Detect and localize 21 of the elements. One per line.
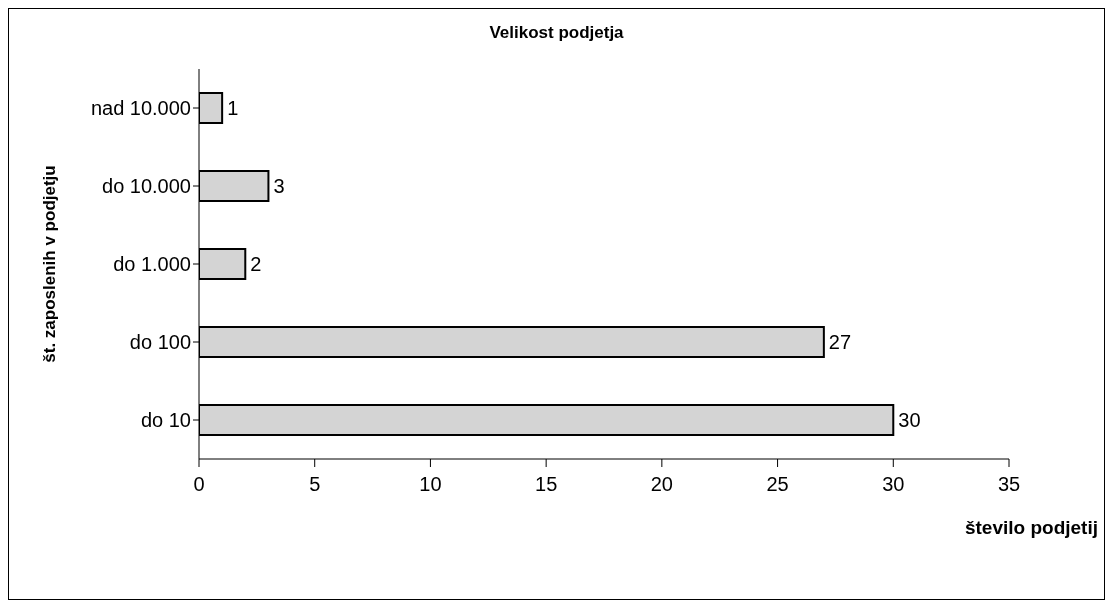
x-tick-label: 35	[997, 473, 1021, 496]
y-tick-label: do 100	[129, 331, 191, 354]
x-axis-title: število podjetij	[964, 517, 1098, 539]
x-tick-label: 30	[882, 473, 905, 496]
y-tick-label: do 10.000	[102, 175, 191, 198]
x-tick-label: 0	[193, 473, 205, 496]
x-tick-label: 25	[766, 473, 789, 496]
data-label: 27	[828, 331, 852, 354]
x-tick-label: 15	[535, 473, 558, 496]
x-tick-label: 10	[419, 473, 442, 496]
x-tick-label: 5	[309, 473, 321, 496]
y-axis-title: št. zaposlenih v podjetju	[40, 165, 60, 363]
data-label: 3	[273, 175, 285, 198]
data-label: 30	[898, 409, 921, 432]
data-label: 2	[250, 253, 262, 276]
y-tick-label: nad 10.000	[90, 97, 191, 120]
y-tick-label: do 1.000	[113, 253, 191, 276]
x-tick-label: 20	[650, 473, 673, 496]
y-tick-label: do 10	[140, 409, 191, 432]
chart-title: Velikost podjetja	[488, 23, 625, 43]
data-label: 1	[227, 97, 239, 120]
